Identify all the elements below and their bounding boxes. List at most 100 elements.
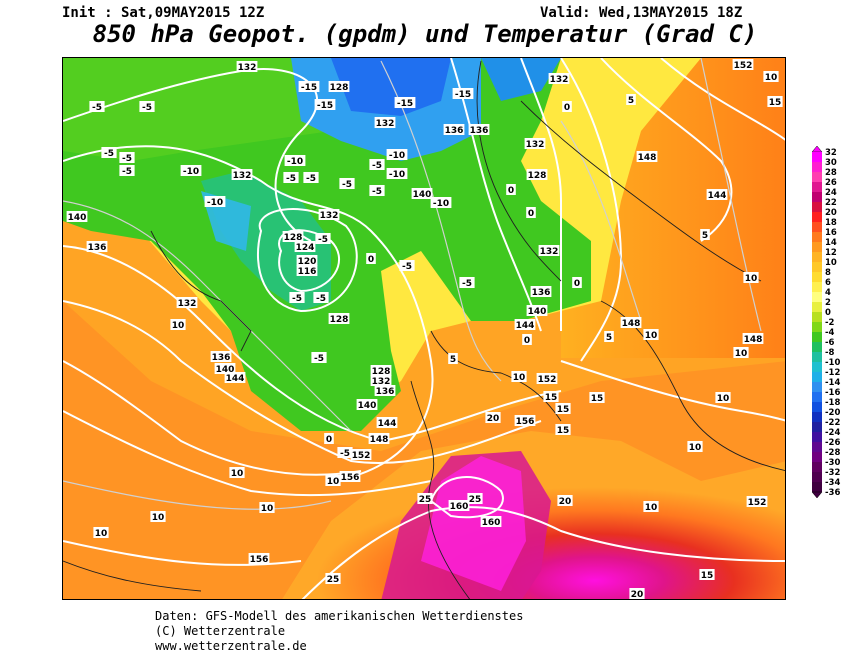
temperature-label: -5 [459,277,475,289]
legend-swatch [812,332,822,342]
temperature-label: 5 [700,229,710,241]
geopotential-label: 128 [282,231,304,243]
geopotential-label-text: 140 [413,190,432,200]
temperature-label-text: 0 [508,186,514,196]
geopotential-label: 136 [210,351,232,363]
temperature-label-box [485,412,501,423]
temperature-label-box [93,527,109,538]
temperature-label: -15 [298,81,320,93]
init-time: Init : Sat,09MAY2015 12Z [62,5,265,21]
geopotential-label-box [210,351,232,362]
geopotential-label-box [296,265,318,276]
geopotential-label-box [318,209,340,220]
geopotential-label: 140 [356,399,378,411]
temperature-label-text: 20 [487,414,500,424]
geopotential-label-text: 140 [68,213,87,223]
temperature-label-box [452,88,474,99]
temperature-label: 25 [467,493,483,505]
geopotential-label: 128 [526,169,548,181]
legend-swatch [812,432,822,442]
geopotential-label: 136 [86,241,108,253]
geopotential-label-box [448,500,470,511]
temperature-label: 10 [715,392,731,404]
legend-tick-label: 0 [825,308,831,318]
temperature-label: 10 [643,329,659,341]
geopotential-label: 128 [370,365,392,377]
legend-swatch [812,402,822,412]
geopotential-label-text: 148 [744,335,763,345]
temperature-label-text: -5 [292,294,302,304]
temperature-label-box [511,371,527,382]
temperature-label: -5 [101,147,117,159]
temperature-label: -10 [386,168,408,180]
geopotential-label: 132 [370,375,392,387]
temperature-label-box [229,467,245,478]
geopotential-label-text: 148 [370,435,389,445]
geopotential-label-box [328,313,350,324]
temperature-label-text: 25 [469,495,482,505]
temperature-label: -5 [337,447,353,459]
temperature-label: -5 [283,172,299,184]
temperature-label-text: 15 [557,405,570,415]
geopotential-label-text: 160 [482,518,501,528]
geopotential-label-text: 156 [516,417,535,427]
geopotential-label-box [636,151,658,162]
temperature-label-text: -5 [402,262,412,272]
legend-tick-label: -10 [825,358,840,368]
legend-tick-label: -18 [825,398,840,408]
geopotential-label-text: 124 [296,243,315,253]
geopotential-label-box [231,169,253,180]
temperature-label-box [700,229,710,240]
legend-tick-label: 24 [825,188,837,198]
arctic-core [331,58,451,116]
legend-tick-label: 10 [825,258,837,268]
temperature-label: -5 [313,292,329,304]
temperature-label-box [303,172,319,183]
temperature-label-box [589,392,605,403]
geopotential-label: 140 [526,305,548,317]
temperature-label-text: -5 [318,235,328,245]
geopotential-label-text: 152 [748,498,767,508]
geopotential-label-box [356,399,378,410]
legend-swatch [812,272,822,282]
temperature-label-box [119,165,135,176]
legend-swatch [812,172,822,182]
geopotential-label: 156 [339,471,361,483]
legend-swatch [812,222,822,232]
geopotential-label: 148 [368,433,390,445]
temperature-label-box [150,511,166,522]
temperature-label-text: -5 [142,103,152,113]
temperature-label-text: -5 [372,161,382,171]
temperature-label-box [339,178,355,189]
temperature-label-text: 10 [717,394,730,404]
temperature-label: -5 [369,185,385,197]
geopotential-label-text: 136 [445,126,464,136]
temperature-label-box [284,155,306,166]
temperature-label: -5 [315,233,331,245]
temperature-label: 10 [763,71,779,83]
legend-tick-label: 22 [825,198,837,208]
geopotential-label-text: 128 [330,83,349,93]
geopotential-label-text: 136 [532,288,551,298]
temperature-label-text: 25 [419,495,432,505]
temperature-label-text: 25 [327,575,340,585]
temperature-label: -15 [452,88,474,100]
temperature-label-text: -5 [286,174,296,184]
temperature-label: -5 [399,260,415,272]
temperature-label: 5 [626,94,636,106]
geopotential-label-box [706,189,728,200]
temperature-label-box [763,71,779,82]
temperature-label: -5 [139,101,155,113]
temperature-label: 10 [511,371,527,383]
valid-time: Valid: Wed,13MAY2015 18Z [540,5,743,21]
geopotential-label-box [468,124,490,135]
geopotential-label: 156 [514,415,536,427]
temperature-label-box [626,94,636,105]
temperature-label-text: 15 [545,393,558,403]
temperature-label-box [743,272,759,283]
geopotential-label: 144 [706,189,728,201]
geopotential-label-box [526,169,548,180]
geopotential-label: 136 [530,286,552,298]
geopotential-label-box [524,138,546,149]
geopotential-label-text: 128 [284,233,303,243]
